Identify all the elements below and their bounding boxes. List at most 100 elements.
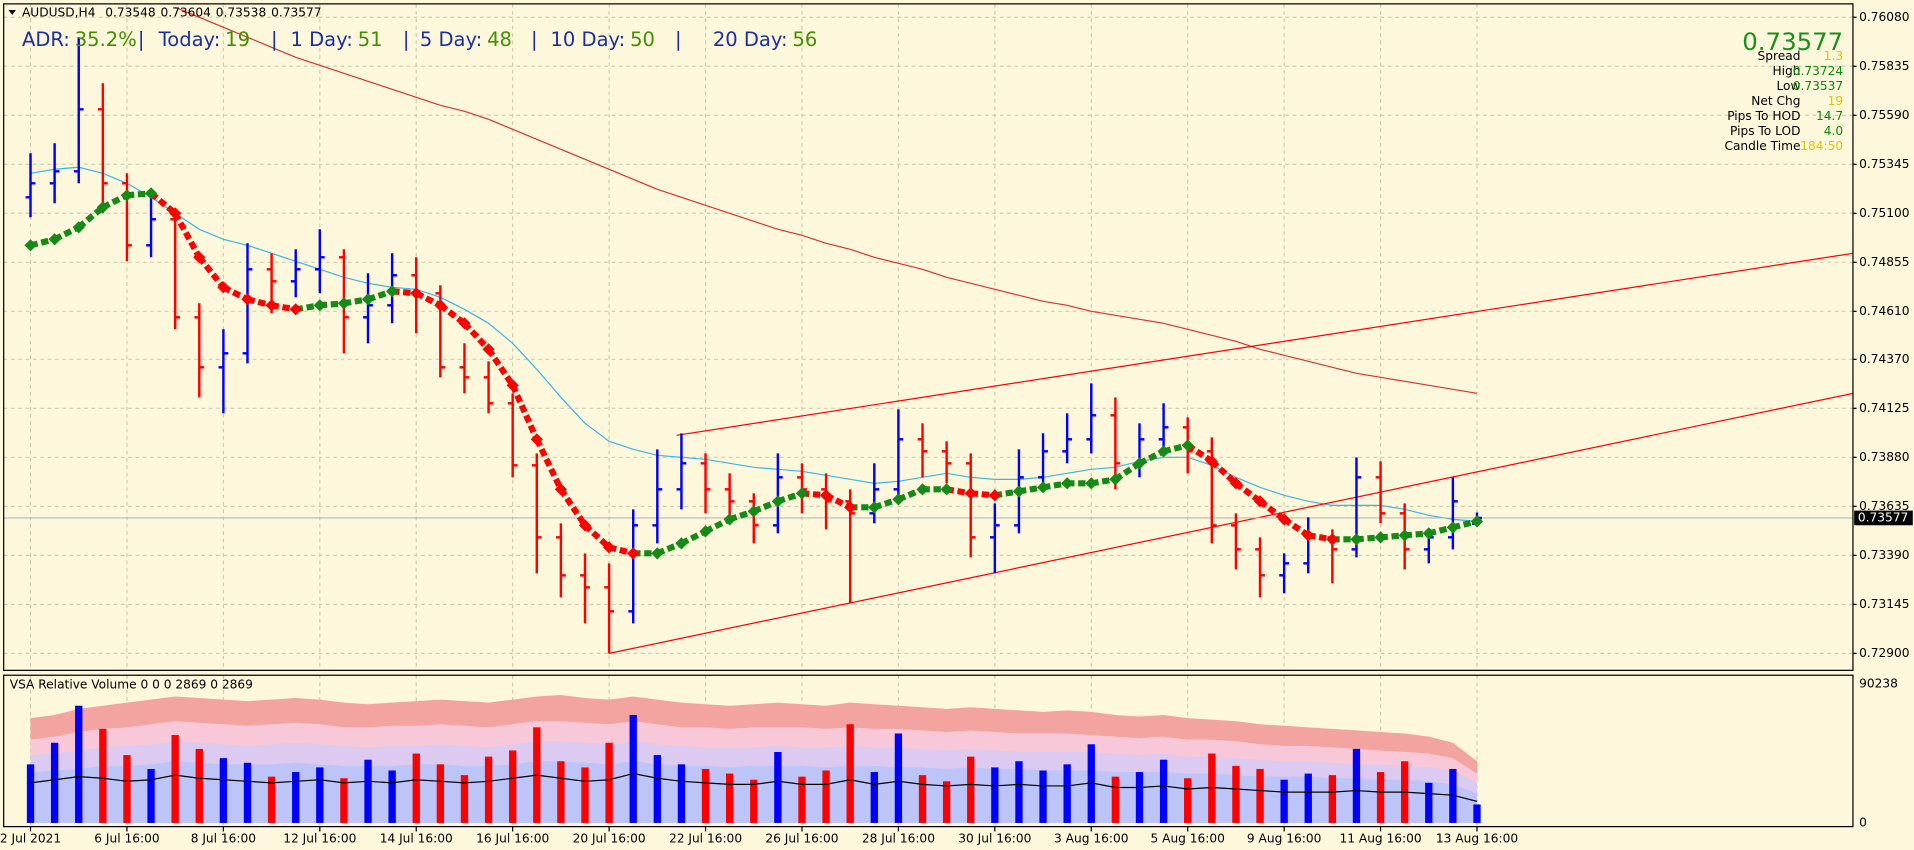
y-tick-label: 0.73635 xyxy=(1859,499,1909,513)
ma-fast-point xyxy=(1446,521,1459,534)
x-tick-label: 13 Aug 16:00 xyxy=(1436,831,1518,845)
stat-separator: | xyxy=(271,28,278,51)
info-value: 14.7 xyxy=(1816,109,1843,123)
ma-fast-point xyxy=(651,547,664,560)
y-tick-label: 0.73145 xyxy=(1859,597,1909,611)
ma-fast-point xyxy=(988,489,1001,502)
x-tick-label: 12 Jul 16:00 xyxy=(283,831,356,845)
ma-fast-point xyxy=(1253,495,1267,508)
info-value: 19 xyxy=(1828,94,1844,108)
stat-label: ADR: xyxy=(22,28,70,51)
ma-fast-segment xyxy=(462,321,491,352)
info-value: 0.73724 xyxy=(1793,64,1844,78)
ma-fast-segment xyxy=(1209,459,1238,486)
x-tick-label: 16 Jul 16:00 xyxy=(476,831,549,845)
overlay-layer: 0.76080 0.75835 0.75590 0.75345 0.75100 0.748… xyxy=(0,10,1913,845)
ma-fast-segment xyxy=(509,384,540,441)
ma-fast-point xyxy=(482,343,495,356)
x-tick-label: 6 Jul 16:00 xyxy=(94,831,159,845)
volume-bar xyxy=(412,753,420,823)
volume-layer xyxy=(26,694,1481,823)
ma-fast-point xyxy=(48,233,61,246)
volume-bar xyxy=(340,778,348,823)
price-label: 0.73577 xyxy=(1858,510,1908,524)
y-tick-label: 0.75590 xyxy=(1859,108,1909,122)
ma-fast-point xyxy=(747,505,760,518)
symbol: AUDUSD,H4 xyxy=(22,5,96,19)
volume-bar xyxy=(50,742,59,823)
volume-bar xyxy=(267,776,276,823)
price-label-box xyxy=(1854,510,1913,526)
volume-bar xyxy=(509,750,517,823)
volume-bar xyxy=(1473,804,1481,823)
volume-bar xyxy=(171,735,179,823)
ma-fast-point xyxy=(265,299,278,312)
ma-fast-segment xyxy=(1234,480,1262,504)
info-label: Spread xyxy=(1758,49,1801,63)
info-label: Low xyxy=(1776,79,1800,93)
y-tick-label: 0.76080 xyxy=(1859,10,1909,24)
info-label: Net Chg xyxy=(1751,94,1800,108)
y-tick-label: 0.75835 xyxy=(1859,59,1909,73)
stat-value: 51 xyxy=(358,28,383,51)
volume-bar xyxy=(1063,764,1071,823)
volume-bar xyxy=(967,756,975,823)
ma-fast-point xyxy=(1470,515,1484,528)
stat-label: 10 Day: xyxy=(551,28,626,51)
volume-bar xyxy=(316,767,324,823)
ma-fast-point xyxy=(169,207,182,220)
ma-fast-segment xyxy=(486,347,516,388)
ma-fast-segment xyxy=(1113,460,1142,482)
volume-bar xyxy=(918,775,927,823)
volume-bar xyxy=(581,767,589,823)
info-label: Candle Time xyxy=(1724,139,1800,153)
volume-bar xyxy=(436,764,445,823)
volume-bar xyxy=(292,772,300,823)
ma-fast-point xyxy=(96,201,109,214)
y-tick-label: 0.73880 xyxy=(1859,450,1909,464)
info-value: 0.73537 xyxy=(1793,79,1843,93)
ma-fast-segment xyxy=(76,204,105,230)
y-tick-label: 0.74610 xyxy=(1859,304,1909,318)
volume-bar xyxy=(1376,772,1385,823)
stat-label: 20 Day: xyxy=(713,28,788,51)
ma-fast-point xyxy=(72,221,85,234)
volume-bar xyxy=(364,759,372,823)
ma-fast-point xyxy=(723,513,736,526)
trendline xyxy=(676,252,1853,436)
volume-bar xyxy=(1280,779,1288,823)
y-tick-label: 0.72900 xyxy=(1859,646,1909,660)
volume-bar xyxy=(677,764,686,823)
ma-fast-point xyxy=(313,299,326,312)
y-tick-label: 0.74855 xyxy=(1859,255,1909,269)
ma-fast-point xyxy=(458,317,471,330)
ma-fast-segment xyxy=(1258,498,1286,522)
volume-bar xyxy=(99,728,107,823)
volume-bar xyxy=(1208,753,1216,823)
ma-fast-point xyxy=(361,293,375,306)
ma-fast-point xyxy=(771,495,784,508)
ma-fast-point xyxy=(819,489,833,502)
price-panel-frame xyxy=(3,3,1854,671)
volume-bar xyxy=(1425,782,1433,823)
volume-tick-label: 90238 xyxy=(1859,676,1898,690)
volume-bar xyxy=(557,761,565,823)
volume-tick-label: 0 xyxy=(1859,815,1867,829)
header-high: 0.73604 xyxy=(161,5,212,19)
volume-bar xyxy=(774,751,782,823)
volume-bar xyxy=(388,770,396,823)
y-tick-label: 0.75100 xyxy=(1859,206,1909,220)
ma-fast-point xyxy=(916,483,929,496)
volume-bar xyxy=(1159,759,1168,823)
ma-fast-point xyxy=(1205,455,1218,468)
x-tick-label: 8 Jul 16:00 xyxy=(191,831,256,845)
x-tick-label: 20 Jul 16:00 xyxy=(573,831,646,845)
volume-bar xyxy=(26,764,35,823)
x-tick-label: 9 Aug 16:00 xyxy=(1247,831,1321,845)
trendline xyxy=(608,392,1853,654)
ma-fast-segment xyxy=(1282,516,1310,538)
volume-bar xyxy=(1015,761,1023,823)
x-tick-label: 30 Jul 16:00 xyxy=(958,831,1031,845)
ma-fast-segment xyxy=(438,302,467,326)
